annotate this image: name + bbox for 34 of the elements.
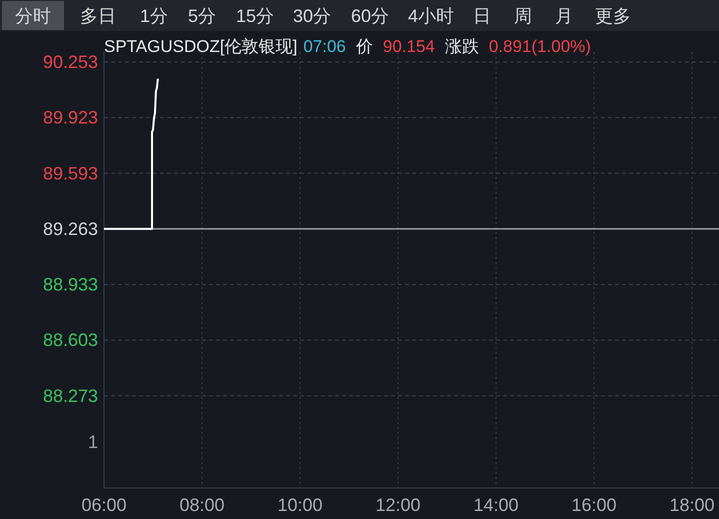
text: 涨跌: [444, 37, 479, 56]
text: 分时: [15, 6, 51, 26]
x-tick-label: 10:00: [277, 495, 323, 515]
text: 月: [555, 6, 573, 26]
y-tick-label: 89.593: [42, 163, 98, 184]
x-tick-label: 18:00: [670, 495, 715, 515]
text: 5分: [188, 6, 216, 26]
x-tick-label: 08:00: [179, 495, 225, 515]
text: 07:06: [303, 37, 346, 56]
text: 60分: [350, 6, 390, 26]
y-tick-label: 90.253: [42, 52, 98, 72]
y-tick-label: 88.933: [42, 274, 98, 295]
text: 30分: [292, 6, 332, 26]
text: 周: [514, 6, 532, 26]
text: 1: [88, 432, 98, 452]
y-tick-label: 89.923: [42, 108, 98, 128]
chart-title: SPTAGUSDOZ[伦敦银现]: [104, 37, 298, 56]
text: 多日: [80, 6, 116, 26]
x-tick-label: 16:00: [572, 495, 617, 515]
y-tick-label: 89.263: [42, 218, 98, 239]
text: 90.154: [382, 37, 435, 56]
y-tick-label: 88.273: [42, 386, 98, 406]
text: 15分: [236, 6, 274, 26]
text: 日: [473, 6, 491, 26]
text: 价: [354, 37, 373, 56]
y-tick-label: 88.603: [42, 330, 98, 350]
text: 更多: [595, 6, 631, 26]
text: 0.891(1.00%): [488, 37, 591, 56]
x-tick-label: 06:00: [81, 495, 127, 515]
text: 1分: [140, 6, 168, 26]
text: 4小时: [408, 6, 454, 26]
line-series: [103, 78, 159, 230]
x-tick-label: 12:00: [376, 495, 421, 515]
x-tick-label: 14:00: [474, 495, 519, 515]
